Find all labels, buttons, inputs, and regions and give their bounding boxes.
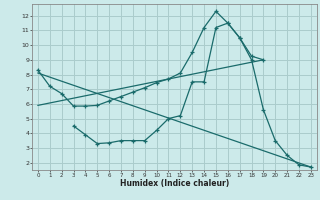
X-axis label: Humidex (Indice chaleur): Humidex (Indice chaleur): [120, 179, 229, 188]
